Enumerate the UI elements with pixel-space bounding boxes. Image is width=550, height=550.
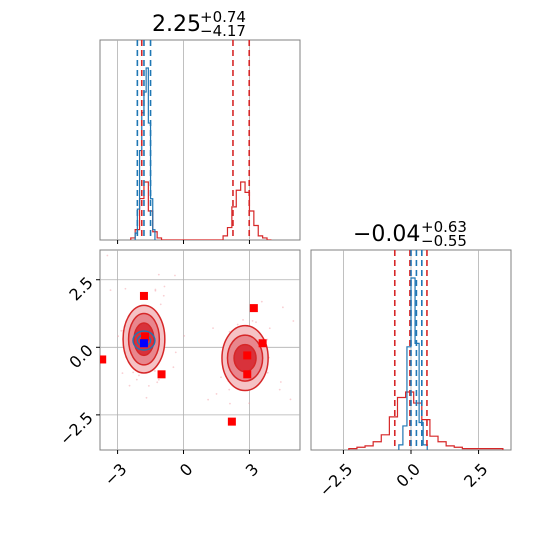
joint-sample-point [279,381,282,383]
joint-red-marker [157,370,166,379]
param2-histogram-content [348,250,504,450]
joint-red-marker [243,351,252,360]
joint-sample-point [266,371,269,374]
joint-sample-point [124,287,127,290]
joint-sample-point [109,289,112,292]
joint-sample-point [228,388,231,391]
joint-y-tick-label: 2.5 [65,273,96,304]
joint-sample-point [236,323,239,326]
joint-sample-point [121,372,124,375]
joint-sample-point [212,327,214,329]
joint-sample-point [207,398,210,401]
param1-minus: −4.17 [200,22,246,40]
joint-red-marker [141,332,150,341]
joint-contours [100,243,295,426]
joint-sample-point [157,273,160,276]
param1-histogram-content [130,40,272,240]
joint-sample-point [120,329,123,332]
joint-sample-point [255,321,257,324]
param1-plus: +0.74 [200,8,246,26]
joint-sample-point [278,388,281,391]
param2-tick-label: 2.5 [460,460,491,491]
param1-blue-histogram [134,67,156,240]
joint-red-marker [243,370,252,379]
joint-scatter-panel: −3 0 3 −2.5 0.0 2.5 [56,243,301,490]
param1-median: 2.25 [152,12,201,37]
joint-red-marker [100,355,107,364]
joint-sample-point [147,385,150,387]
joint-sample-point [154,370,156,372]
joint-sample-point [220,376,222,379]
param1-histogram-panel: 2.25 +0.74 −4.17 [99,7,301,244]
joint-sample-point [162,294,165,297]
joint-sample-point [289,398,292,401]
joint-sample-point [117,335,120,338]
param2-tick-label: 0.0 [393,460,424,491]
param2-median: −0.04 [353,222,420,247]
joint-y-tick-label: −2.5 [56,408,97,449]
joint-sample-point [215,393,218,395]
joint-sample-point [172,366,175,369]
joint-sample-point [128,384,131,387]
joint-sample-point [229,402,231,405]
joint-red-marker [258,339,267,348]
joint-sample-point [242,319,244,321]
joint-sample-point [159,303,162,306]
joint-sample-point [134,243,136,245]
joint-sample-point [135,378,138,381]
param2-ticks: −2.5 0.0 2.5 [316,450,492,500]
joint-y-tick-label: 0.0 [65,341,96,372]
param2-histogram-panel: −2.5 0.0 2.5 −0.04 +0.63 −0.55 [310,217,512,500]
joint-sample-point [154,288,157,291]
joint-sample-point [156,381,159,384]
joint-sample-point [183,334,186,337]
joint-sample-point [163,285,166,288]
param1-title: 2.25 +0.74 −4.17 [152,7,251,40]
joint-sample-point [154,289,157,292]
param2-title: −0.04 +0.63 −0.55 [353,217,472,250]
joint-sample-point [292,320,295,322]
joint-sample-point [260,300,263,303]
joint-red-marker [249,304,258,313]
param2-blue-histogram [398,277,428,450]
joint-sample-point [248,402,251,405]
joint-sample-point [145,396,148,399]
joint-red-marker [227,417,236,426]
param1-histogram-frame [99,39,301,241]
joint-sample-point [281,306,284,309]
joint-red-marker [139,291,148,300]
joint-sample-point [132,371,135,374]
joint-blue-contour [132,330,156,351]
param1-ticks [117,240,250,244]
joint-sample-point [157,378,160,381]
joint-sample-point [268,327,271,330]
param2-plus: +0.63 [421,218,467,236]
joint-blue-marker [139,339,148,348]
param2-tick-label: −2.5 [316,460,357,501]
joint-x-tick-label: −3 [100,460,130,490]
joint-sample-point [138,374,140,377]
joint-sample-point [228,330,231,333]
joint-sample-point [266,338,269,341]
joint-sample-point [174,274,176,277]
param2-minus: −0.55 [421,232,467,250]
joint-sample-point [174,351,177,354]
joint-sample-point [251,319,254,322]
joint-sample-point [106,254,109,257]
param2-red-histogram [348,391,504,450]
joint-x-tick-label: 3 [242,460,263,481]
joint-x-tick-label: 0 [176,460,197,481]
